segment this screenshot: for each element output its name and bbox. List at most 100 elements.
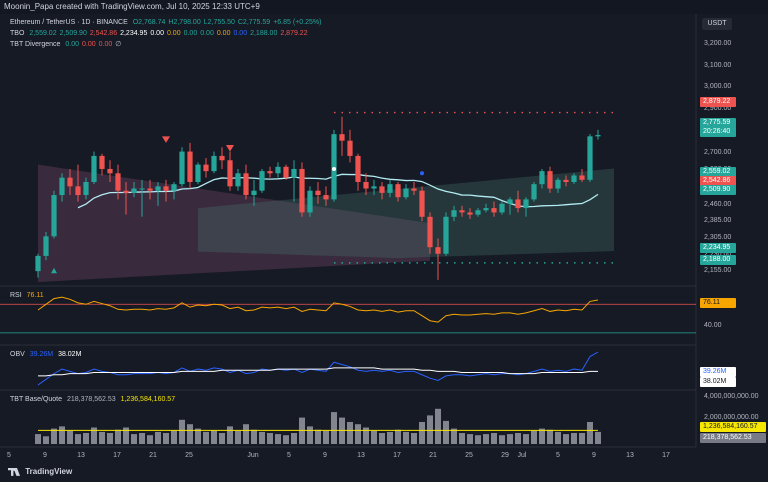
rsi-badge: 76.11: [700, 298, 736, 308]
volume-bar: [203, 431, 209, 444]
candle-body: [59, 177, 65, 196]
price-badge: 2,234.95: [700, 243, 736, 253]
price-axis-label: 2,385.00: [704, 217, 732, 225]
candle-body: [163, 186, 169, 191]
candle-body: [371, 186, 377, 189]
volume-bar: [107, 433, 113, 444]
sell-signal-marker: [162, 136, 170, 143]
divergence-value-3: ∅: [115, 41, 122, 48]
obv-title: OBV: [10, 351, 25, 358]
time-axis-label: 21: [149, 452, 157, 459]
ohlc-value-0: O2,768.74: [132, 19, 166, 26]
volume-bar: [435, 408, 441, 444]
volume-bar: [51, 428, 57, 444]
volume-bar: [379, 433, 385, 444]
price-axis-label: 3,100.00: [704, 61, 732, 69]
rsi-line: [37, 296, 599, 323]
volume-bar: [163, 433, 169, 444]
buy-signal-marker: [51, 267, 57, 274]
header-bar: Moonin_Papa created with TradingView.com…: [0, 0, 768, 14]
currency-label[interactable]: USDT: [702, 18, 732, 30]
candle-body: [147, 188, 153, 191]
candle-body: [403, 188, 409, 198]
candle-body: [411, 188, 417, 191]
candle-body: [139, 188, 145, 190]
bearish-cloud: [38, 164, 430, 282]
volume-bar: [323, 430, 329, 444]
candle-body: [467, 212, 473, 215]
tbt-axis-label-mid: 2,000,000,000.00: [704, 414, 759, 421]
divergence-values: 0.00 0.00 0.00 ∅: [62, 41, 121, 48]
volume-bar: [155, 431, 161, 444]
tradingview-logo[interactable]: TradingView: [8, 467, 72, 477]
symbol-legend: Ethereum / TetherUS · 1D · BINANCE O2,76…: [10, 18, 321, 27]
candle-body: [499, 203, 505, 213]
tradingview-logo-text: TradingView: [25, 467, 73, 476]
tbt-axis-label-top: 4,000,000,000.00: [704, 393, 759, 400]
candle-body: [307, 190, 313, 213]
tradingview-logo-icon: [8, 467, 20, 476]
candle-body: [587, 136, 593, 180]
tbt-base-badge: 218,378,562.53: [700, 433, 766, 443]
volume-bar: [419, 422, 425, 444]
candle-body: [555, 179, 561, 189]
candle-body: [315, 190, 321, 196]
volume-bar: [251, 429, 257, 444]
sell-signal-marker: [226, 145, 234, 152]
volume-bar: [147, 435, 153, 444]
time-axis-label: 9: [592, 452, 596, 459]
volume-bar: [571, 433, 577, 444]
obv-ma-value: 38.02M: [58, 351, 82, 358]
price-axis-label: 3,200.00: [704, 39, 732, 47]
candle-body: [43, 236, 49, 256]
volume-bar: [179, 419, 185, 444]
volume-bar: [67, 430, 73, 444]
candle-body: [203, 164, 209, 172]
creator-text: Moonin_Papa created with TradingView.com…: [4, 2, 260, 11]
candle-body: [539, 171, 545, 185]
price-axis-label: 2,900.00: [704, 105, 732, 113]
time-axis-label: 5: [287, 452, 291, 459]
obv-badge: 39.26M: [700, 367, 736, 377]
price-axis-label: 2,230.00: [704, 250, 731, 259]
tbt-title: TBT Base/Quote: [10, 396, 63, 403]
candle-body: [131, 188, 137, 193]
volume-bar: [291, 433, 297, 444]
divergence-title: TBT Divergence: [10, 41, 61, 48]
volume-bar: [35, 434, 41, 444]
candle-body: [283, 166, 289, 178]
volume-bar: [467, 434, 473, 444]
volume-bar: [459, 433, 465, 444]
volume-bar: [483, 434, 489, 444]
candle-body: [507, 199, 513, 204]
candle-body: [443, 216, 449, 254]
volume-bar: [123, 427, 129, 444]
tbt-base-value: 218,378,562.53: [66, 396, 116, 403]
candle-body: [299, 168, 305, 213]
candle-body: [83, 182, 89, 196]
candle-body: [563, 179, 569, 182]
candle-body: [339, 134, 345, 141]
price-axis-label: 2,155.00: [704, 267, 732, 275]
volume-bar: [243, 424, 249, 444]
candle-body: [187, 151, 193, 182]
volume-bar: [371, 430, 377, 444]
candle-body: [475, 210, 481, 215]
volume-bar: [387, 431, 393, 444]
tbo-value-3: 2,234.95: [120, 30, 148, 37]
candle-body: [547, 171, 553, 189]
tbo-legend: TBO 2,559.02 2,509.90 2,542.86 2,234.95 0.00…: [10, 29, 308, 38]
rsi-title: RSI: [10, 292, 22, 299]
tbo-value-8: 0.00: [216, 30, 231, 37]
volume-bar: [347, 422, 353, 444]
volume-bar: [115, 429, 121, 444]
volume-bar: [499, 435, 505, 444]
volume-bar: [395, 429, 401, 444]
time-axis-label: Jun: [247, 452, 259, 459]
candle-body: [347, 140, 353, 156]
candle-body: [395, 184, 401, 198]
volume-bar: [131, 434, 137, 444]
time-axis-label: 5: [7, 452, 11, 459]
time-axis-label: Jul: [517, 452, 527, 459]
